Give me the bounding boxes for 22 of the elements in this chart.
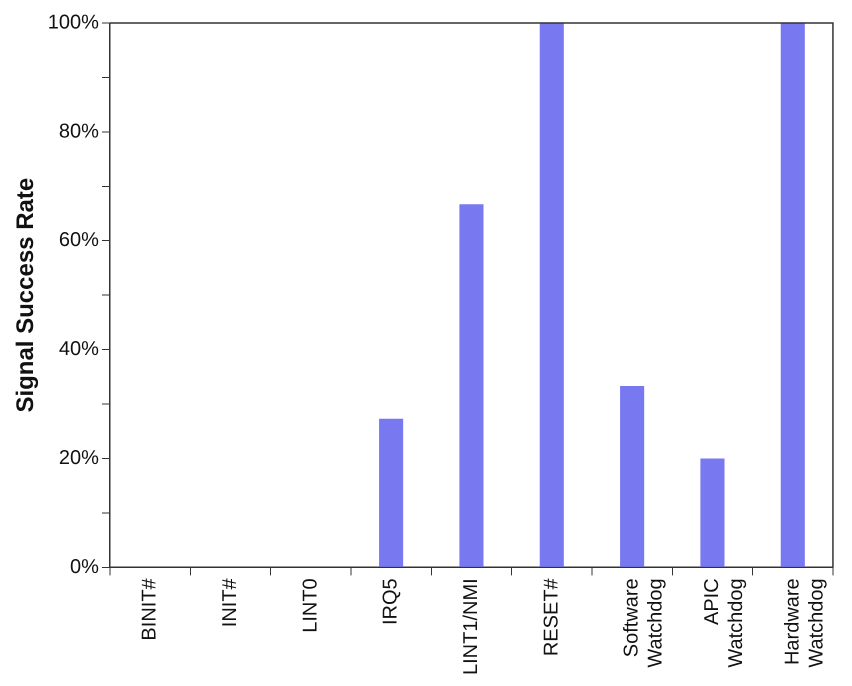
bar: [379, 418, 404, 567]
x-tick-label: LINT0: [299, 578, 322, 633]
bar: [780, 23, 805, 567]
bar: [540, 23, 564, 567]
y-tick-label: 20%: [58, 446, 100, 469]
bar: [620, 386, 644, 567]
bar: [459, 204, 484, 567]
y-tick-label: 40%: [58, 338, 100, 360]
x-tick-label: RESET#: [540, 577, 562, 656]
x-tick-label: APIC Watchdog: [700, 578, 747, 668]
x-tick-label: INIT#: [218, 577, 241, 628]
x-tick-label: Software Watchdog: [620, 578, 667, 668]
bar: [700, 458, 724, 567]
y-tick-label: 80%: [58, 120, 100, 142]
y-axis-title: Signal Success Rate: [12, 178, 40, 413]
y-tick-label: 60%: [58, 229, 100, 252]
x-tick-label: BINIT#: [138, 577, 161, 641]
x-tick-label: LINT1/NMI: [460, 578, 482, 676]
y-tick-label: 0%: [70, 556, 100, 578]
x-tick-label: Hardware Watchdog: [781, 578, 828, 668]
y-tick-label: 100%: [48, 12, 100, 34]
x-tick-label: IRQ5: [380, 578, 402, 626]
